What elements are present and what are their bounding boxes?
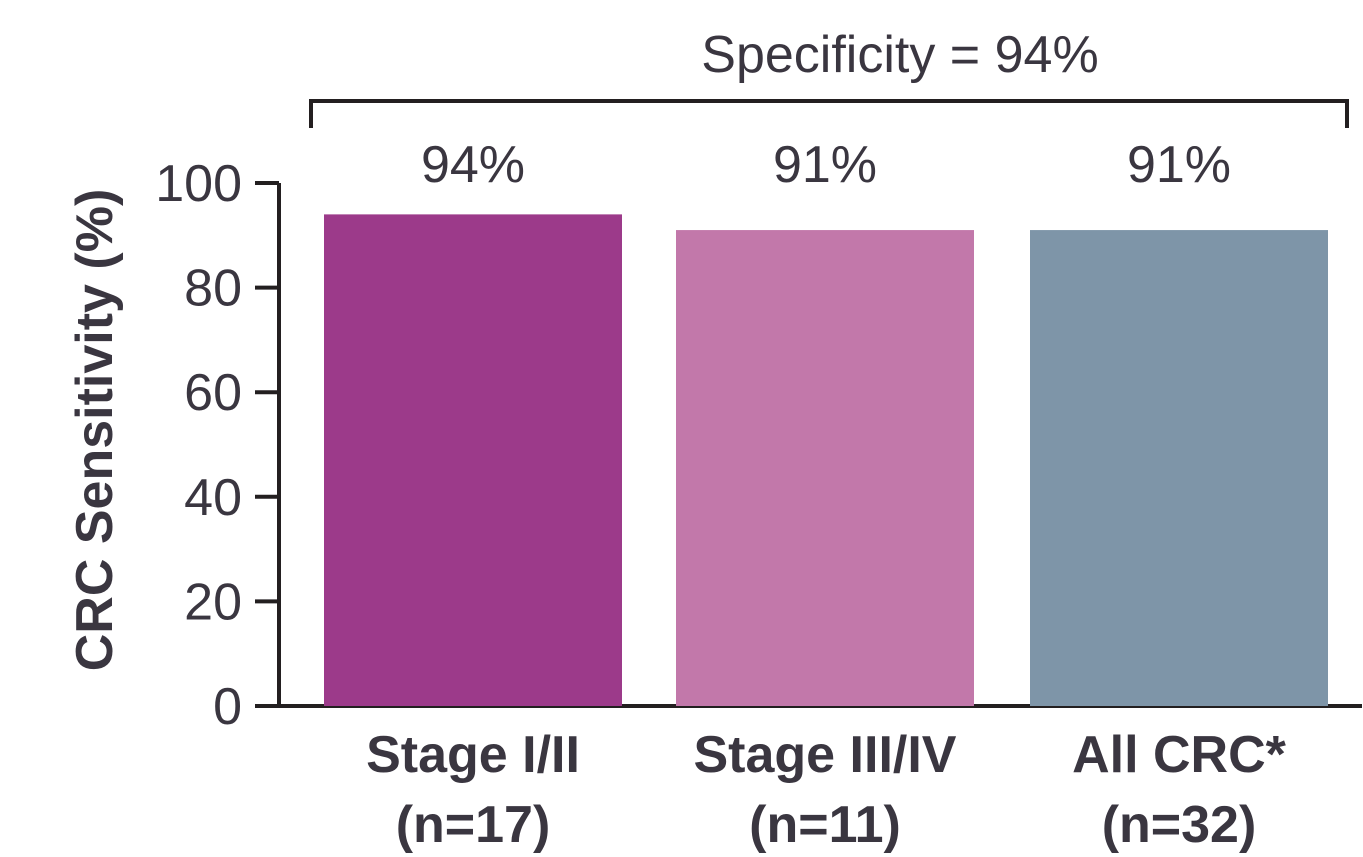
bar-value-label: 94%	[421, 136, 525, 194]
specificity-annotation: Specificity = 94%	[701, 26, 1098, 84]
y-axis-title: CRC Sensitivity (%)	[66, 189, 124, 672]
category-sublabel: (n=11)	[749, 796, 901, 854]
specificity-bracket	[309, 99, 1349, 128]
bars	[324, 214, 1328, 706]
value-labels: 94% 91% 91%	[421, 136, 1231, 194]
bar-value-label: 91%	[1127, 136, 1231, 194]
y-tick-label: 0	[213, 678, 242, 736]
category-labels: Stage I/II (n=17) Stage III/IV (n=11) All CR…	[366, 726, 1287, 854]
y-tick-label: 40	[184, 469, 242, 527]
y-tick-label: 100	[155, 155, 242, 213]
category-label: Stage I/II	[366, 726, 580, 784]
category-sublabel: (n=32)	[1102, 796, 1257, 854]
y-tick-label: 60	[184, 364, 242, 422]
bar	[1030, 230, 1328, 706]
bar	[676, 230, 974, 706]
bar	[324, 214, 622, 706]
category-sublabel: (n=17)	[396, 796, 551, 854]
y-ticks: 0 20 40 60 80 100	[155, 155, 279, 736]
category-label: Stage III/IV	[694, 726, 957, 784]
category-label: All CRC*	[1072, 726, 1287, 784]
y-tick-label: 20	[184, 573, 242, 631]
bar-value-label: 91%	[773, 136, 877, 194]
y-tick-label: 80	[184, 260, 242, 318]
